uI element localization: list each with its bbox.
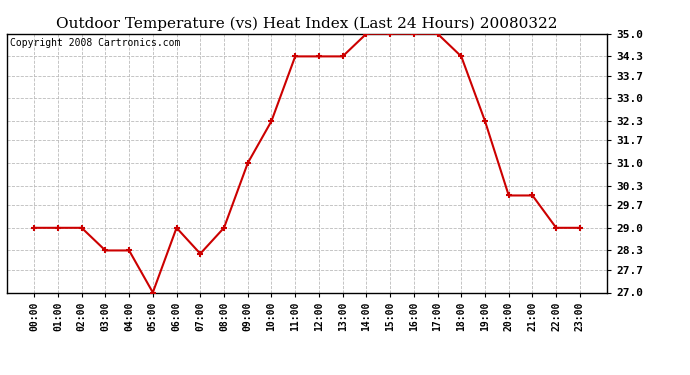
- Title: Outdoor Temperature (vs) Heat Index (Last 24 Hours) 20080322: Outdoor Temperature (vs) Heat Index (Las…: [57, 17, 558, 31]
- Text: Copyright 2008 Cartronics.com: Copyright 2008 Cartronics.com: [10, 38, 180, 48]
